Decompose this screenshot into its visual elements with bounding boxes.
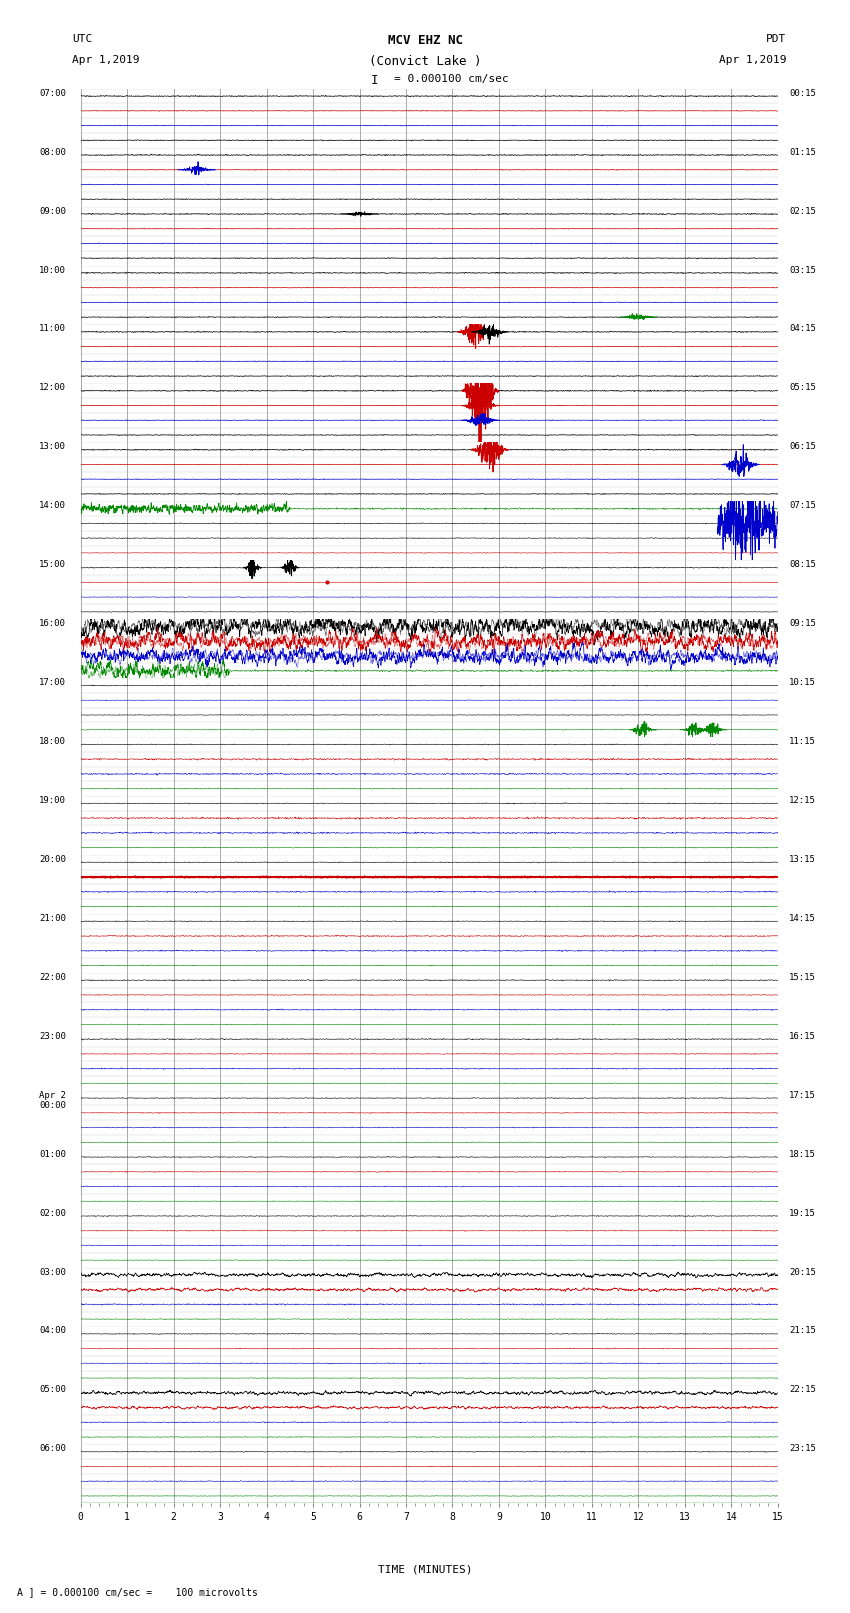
Text: 03:00: 03:00	[39, 1268, 65, 1276]
Text: MCV EHZ NC: MCV EHZ NC	[388, 34, 462, 47]
Text: 11:15: 11:15	[789, 737, 816, 747]
Text: 16:00: 16:00	[39, 619, 65, 627]
Text: A ] = 0.000100 cm/sec =    100 microvolts: A ] = 0.000100 cm/sec = 100 microvolts	[17, 1587, 258, 1597]
Text: 08:15: 08:15	[789, 560, 816, 569]
Text: 09:15: 09:15	[789, 619, 816, 627]
Text: 02:00: 02:00	[39, 1208, 65, 1218]
Text: Apr 2
00:00: Apr 2 00:00	[39, 1090, 65, 1110]
Text: 14:00: 14:00	[39, 502, 65, 510]
Text: 10:15: 10:15	[789, 677, 816, 687]
Text: TIME (MINUTES): TIME (MINUTES)	[377, 1565, 473, 1574]
Text: 11:00: 11:00	[39, 324, 65, 334]
Text: 04:15: 04:15	[789, 324, 816, 334]
Text: 10:00: 10:00	[39, 266, 65, 274]
Text: 20:00: 20:00	[39, 855, 65, 865]
Text: 22:15: 22:15	[789, 1386, 816, 1394]
Text: Apr 1,2019: Apr 1,2019	[72, 55, 139, 65]
Text: 17:00: 17:00	[39, 677, 65, 687]
Text: 20:15: 20:15	[789, 1268, 816, 1276]
Text: 17:15: 17:15	[789, 1090, 816, 1100]
Text: 08:00: 08:00	[39, 148, 65, 156]
Text: 14:15: 14:15	[789, 915, 816, 923]
Text: 05:00: 05:00	[39, 1386, 65, 1394]
Text: UTC: UTC	[72, 34, 93, 44]
Text: 13:15: 13:15	[789, 855, 816, 865]
Text: 07:15: 07:15	[789, 502, 816, 510]
Text: 00:15: 00:15	[789, 89, 816, 98]
Text: 01:15: 01:15	[789, 148, 816, 156]
Text: 23:15: 23:15	[789, 1444, 816, 1453]
Text: I: I	[371, 74, 377, 87]
Text: 06:00: 06:00	[39, 1444, 65, 1453]
Text: PDT: PDT	[766, 34, 786, 44]
Text: 18:15: 18:15	[789, 1150, 816, 1158]
Text: 12:00: 12:00	[39, 384, 65, 392]
Text: 16:15: 16:15	[789, 1032, 816, 1040]
Text: 22:00: 22:00	[39, 973, 65, 982]
Text: (Convict Lake ): (Convict Lake )	[369, 55, 481, 68]
Text: 12:15: 12:15	[789, 797, 816, 805]
Text: 19:15: 19:15	[789, 1208, 816, 1218]
Text: 05:15: 05:15	[789, 384, 816, 392]
Text: 02:15: 02:15	[789, 206, 816, 216]
Text: 23:00: 23:00	[39, 1032, 65, 1040]
Text: 21:15: 21:15	[789, 1326, 816, 1336]
Text: 01:00: 01:00	[39, 1150, 65, 1158]
Text: Apr 1,2019: Apr 1,2019	[719, 55, 786, 65]
Text: 19:00: 19:00	[39, 797, 65, 805]
Text: 04:00: 04:00	[39, 1326, 65, 1336]
Text: 03:15: 03:15	[789, 266, 816, 274]
Text: 21:00: 21:00	[39, 915, 65, 923]
Text: 18:00: 18:00	[39, 737, 65, 747]
Text: 09:00: 09:00	[39, 206, 65, 216]
Text: 07:00: 07:00	[39, 89, 65, 98]
Text: 06:15: 06:15	[789, 442, 816, 452]
Text: 13:00: 13:00	[39, 442, 65, 452]
Text: = 0.000100 cm/sec: = 0.000100 cm/sec	[394, 74, 508, 84]
Text: 15:15: 15:15	[789, 973, 816, 982]
Text: 15:00: 15:00	[39, 560, 65, 569]
